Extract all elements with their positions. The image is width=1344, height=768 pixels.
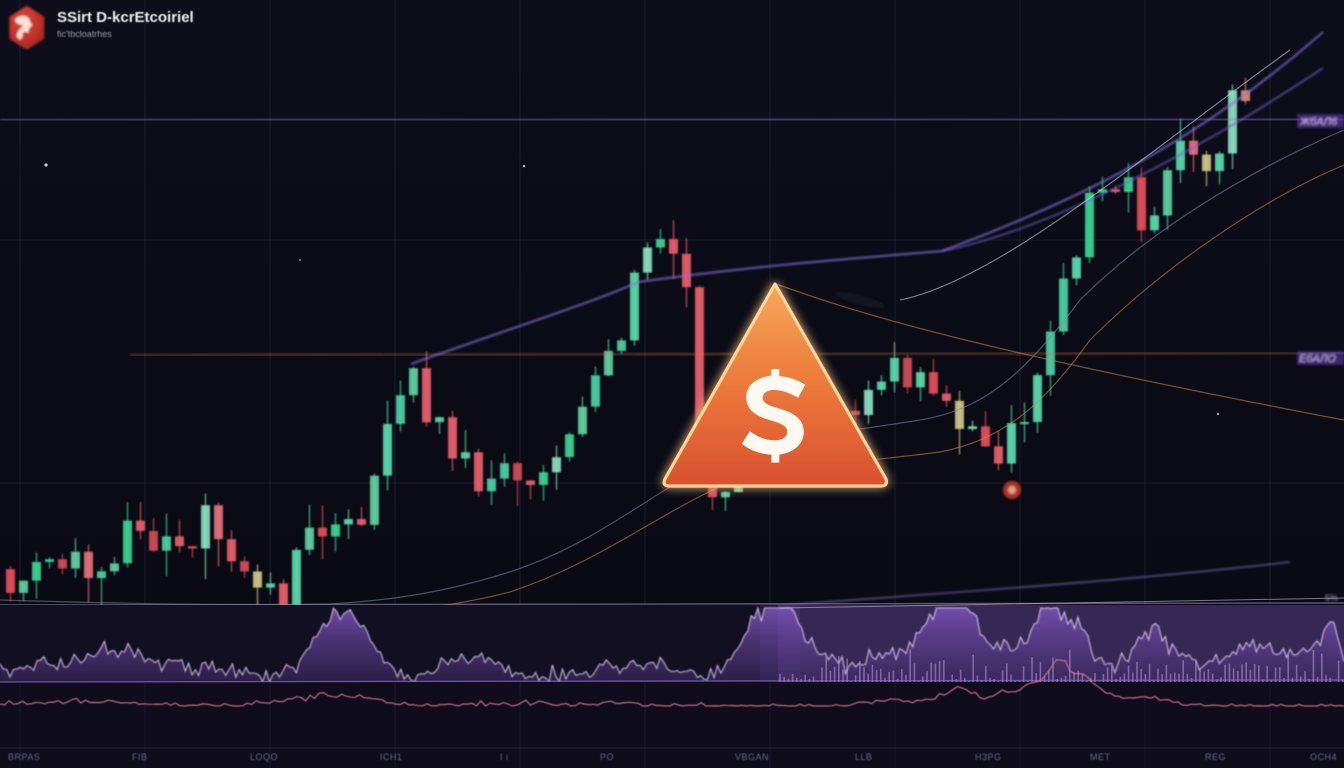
svg-text:fic'tbcloatrhes: fic'tbcloatrhes xyxy=(57,29,112,39)
svg-text:SSirt D-kcrEtcoiriel: SSirt D-kcrEtcoiriel xyxy=(57,9,194,26)
